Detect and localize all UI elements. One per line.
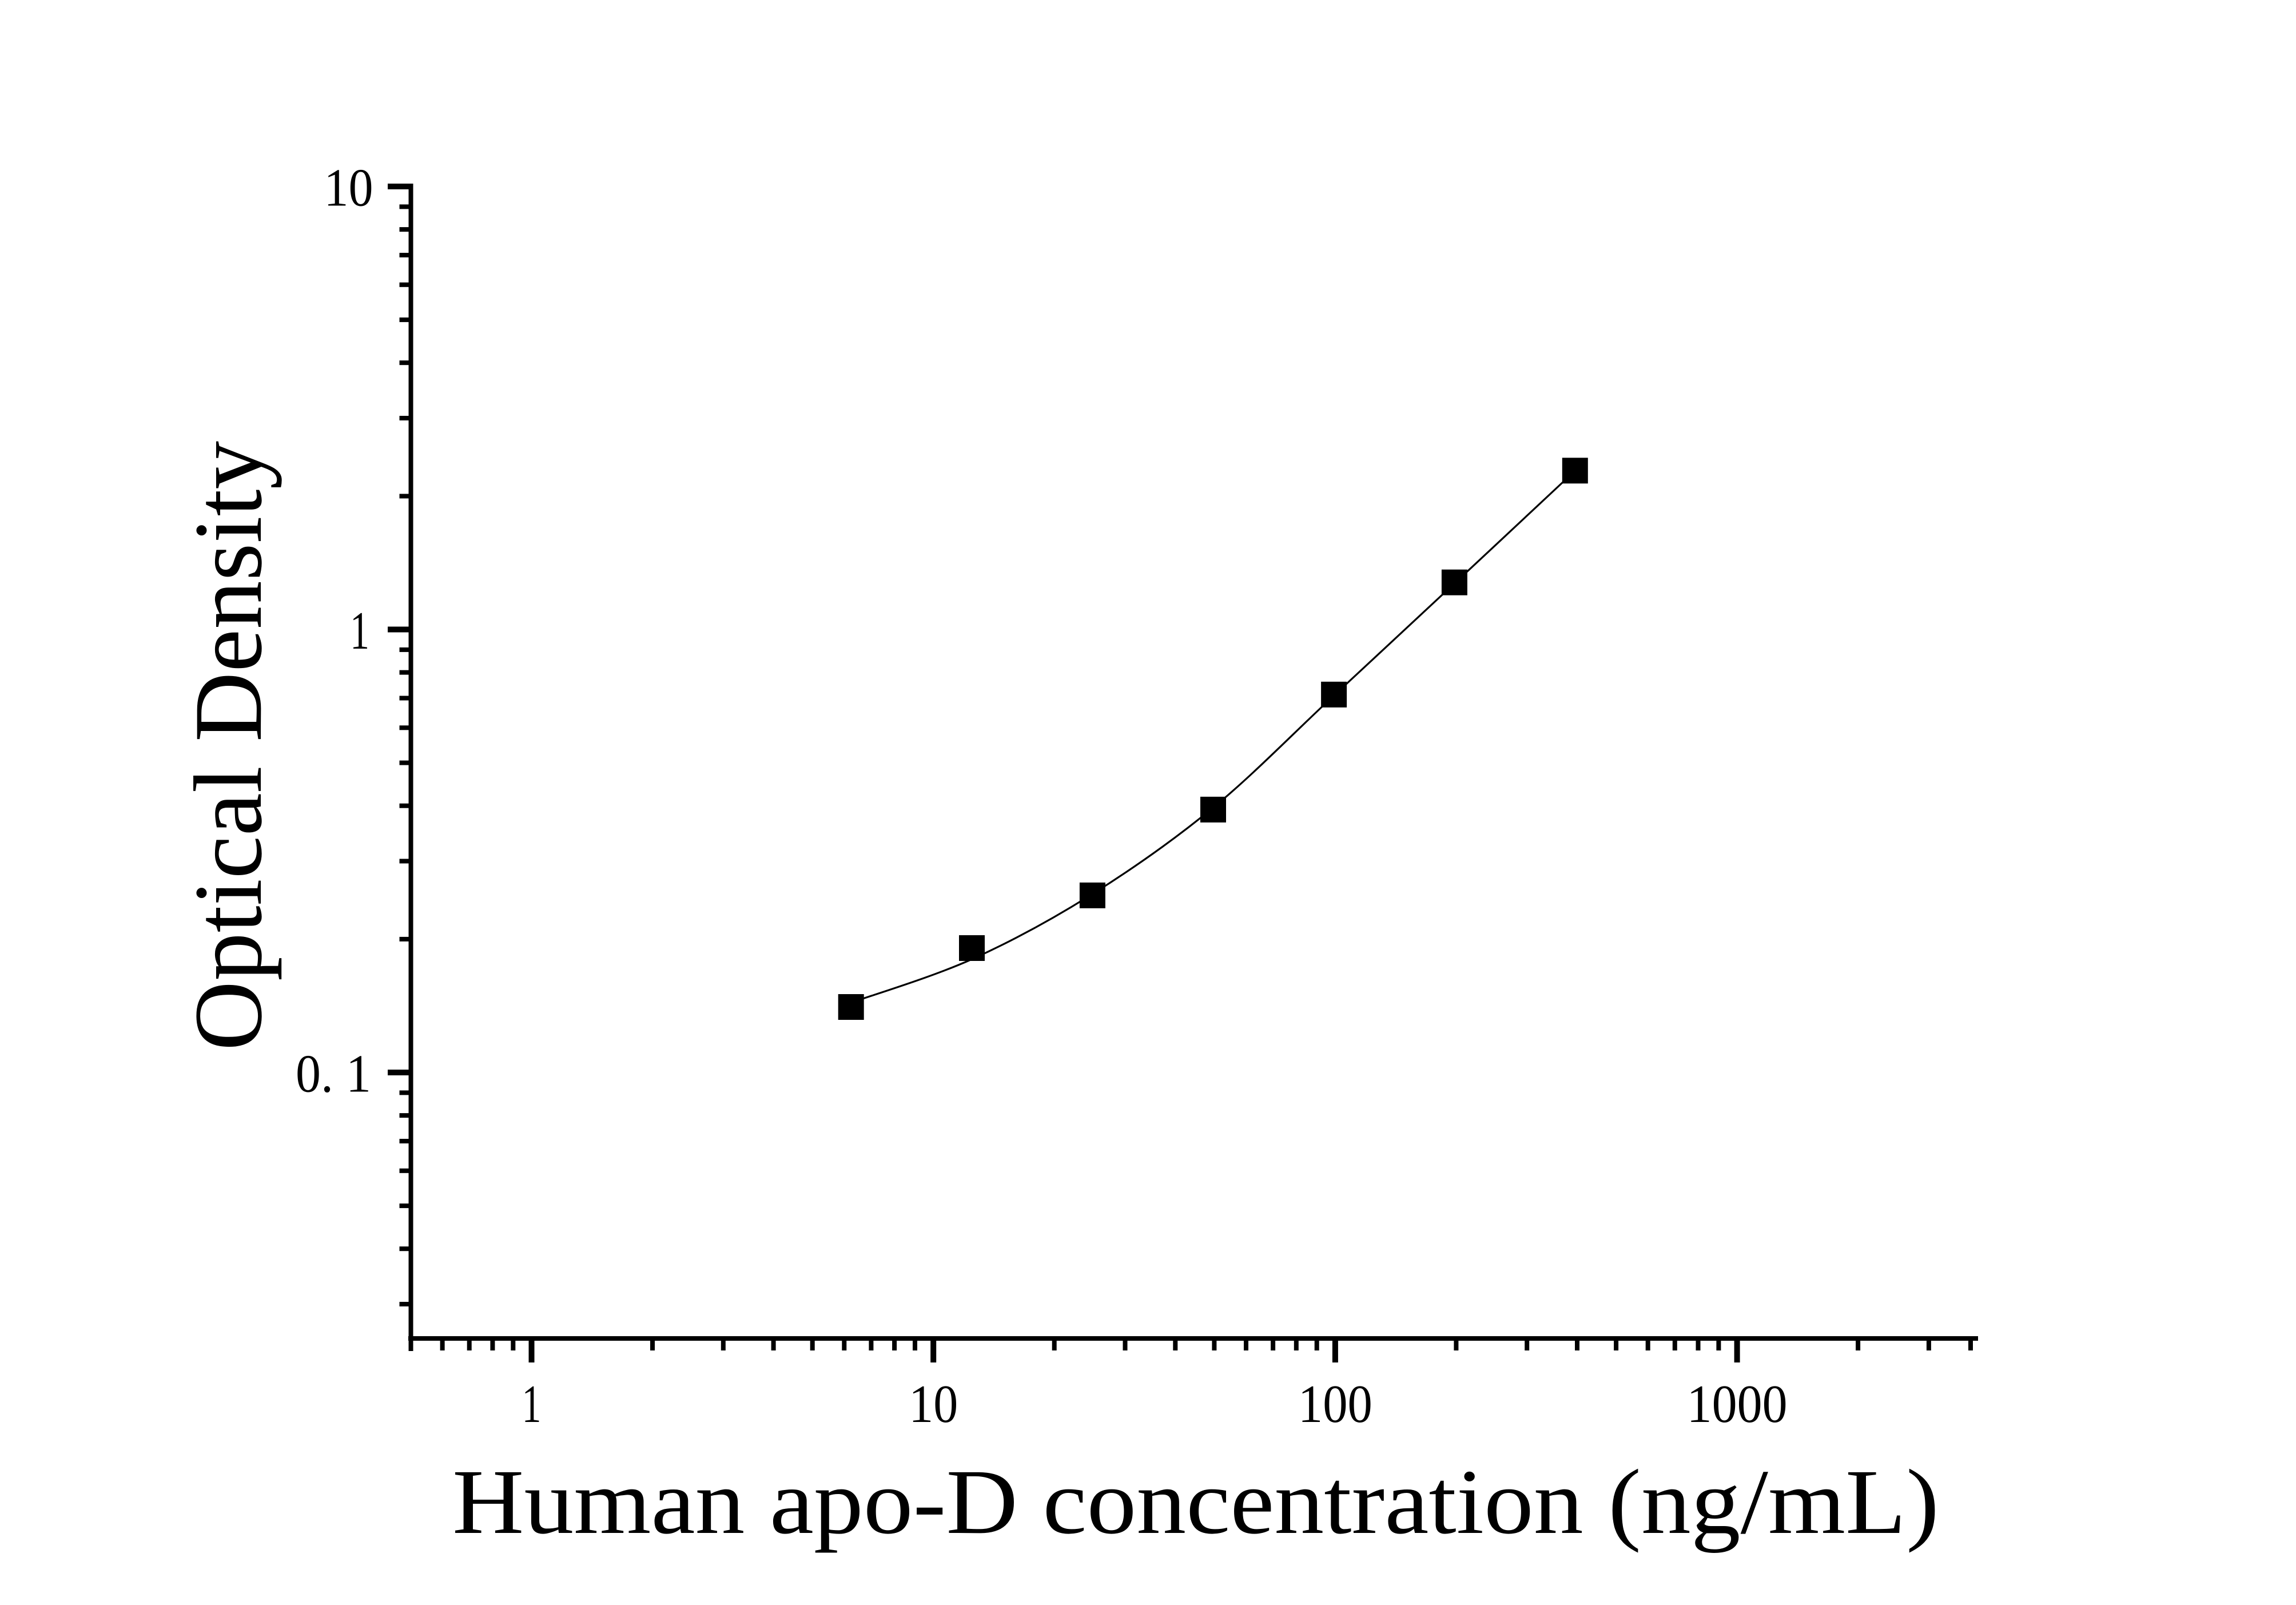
svg-text:100: 100 — [1298, 1374, 1372, 1434]
svg-text:Human apo-D concentration (ng/: Human apo-D concentration (ng/mL) — [452, 1451, 1939, 1554]
svg-text:1000: 1000 — [1687, 1374, 1788, 1434]
svg-text:1: 1 — [522, 1374, 542, 1434]
svg-text:0. 1: 0. 1 — [296, 1044, 371, 1104]
svg-text:Optical Density: Optical Density — [174, 441, 282, 1051]
svg-text:10: 10 — [324, 158, 373, 218]
svg-text:1: 1 — [350, 601, 369, 661]
svg-text:10: 10 — [909, 1374, 958, 1434]
